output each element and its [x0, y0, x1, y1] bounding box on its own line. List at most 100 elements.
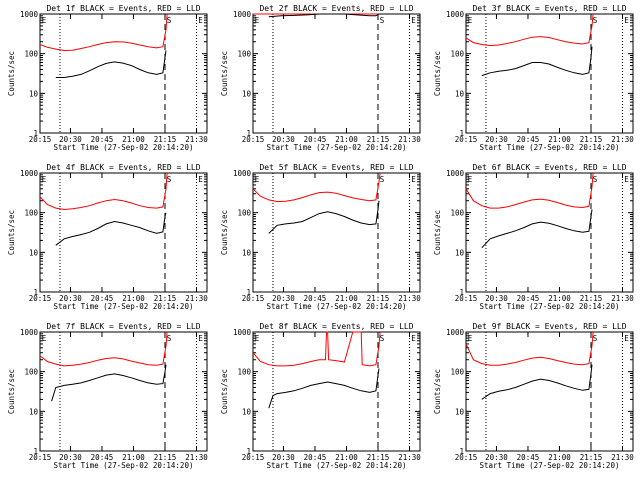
x-axis-label: Start Time (27-Sep-02 20:14:20) [54, 302, 194, 311]
plot-frame [39, 172, 208, 293]
panel-8: Det 8f BLACK = Events, RED = LLD 1 10 100 10… [220, 322, 421, 470]
x-tick-label: 21:30 [611, 294, 634, 303]
x-tick-label: 21:15 [580, 135, 603, 144]
x-tick-label: 21:15 [154, 135, 177, 144]
x-tick-label: 21:30 [611, 135, 634, 144]
x-tick-label: 20:30 [59, 294, 82, 303]
lld-series-line [465, 331, 594, 366]
plot-frame [39, 13, 208, 134]
marker-label: E [198, 334, 203, 343]
x-axis-label: Start Time (27-Sep-02 20:14:20) [54, 143, 194, 152]
panel-title: Det 1f BLACK = Events, RED = LLD [46, 4, 200, 13]
y-tick-label: 1000 [446, 328, 465, 337]
y-axis-label: Counts/sec [220, 210, 229, 255]
x-tick-label: 21:00 [122, 135, 145, 144]
x-tick-label: 20:45 [91, 294, 114, 303]
y-tick-label: 1 [246, 129, 251, 138]
panel-4: Det 4f BLACK = Events, RED = LLD 1 10 100 10… [7, 163, 208, 311]
plot-frame [465, 172, 634, 293]
y-tick-label: 1000 [20, 328, 39, 337]
panel-3: Det 3f BLACK = Events, RED = LLD 1 10 100 10… [433, 4, 634, 152]
x-tick-label: 20:30 [59, 135, 82, 144]
marker-label: E [468, 334, 473, 343]
lld-series-line [252, 172, 381, 203]
y-axis-label: Counts/sec [433, 51, 442, 96]
y-tick-label: 100 [450, 368, 464, 377]
marker-label: E [42, 175, 47, 184]
panel-2: Det 2f BLACK = Events, RED = LLD 1 10 100 10… [220, 4, 421, 152]
y-tick-label: 10 [242, 407, 252, 416]
x-tick-label: 20:15 [242, 453, 265, 462]
x-tick-label: 20:15 [29, 135, 52, 144]
y-tick-label: 10 [455, 89, 465, 98]
y-tick-label: 1 [459, 129, 464, 138]
plot-frame [252, 13, 421, 134]
panel-5: Det 5f BLACK = Events, RED = LLD 1 10 100 10… [220, 163, 421, 311]
x-axis-label: Start Time (27-Sep-02 20:14:20) [267, 461, 407, 470]
x-tick-label: 20:15 [242, 135, 265, 144]
y-tick-label: 1 [459, 447, 464, 456]
x-tick-label: 20:15 [29, 294, 52, 303]
lld-series-line [465, 172, 594, 209]
y-tick-label: 100 [450, 209, 464, 218]
y-tick-label: 1 [246, 288, 251, 297]
marker-label: S [167, 16, 172, 25]
panel-9: Det 9f BLACK = Events, RED = LLD 1 10 100 10… [433, 322, 634, 470]
x-tick-label: 20:15 [455, 453, 478, 462]
x-tick-label: 20:30 [272, 294, 295, 303]
y-tick-label: 100 [450, 50, 464, 59]
x-tick-label: 20:45 [91, 453, 114, 462]
marker-label: E [468, 175, 473, 184]
marker-label: S [167, 175, 172, 184]
marker-label: E [624, 334, 629, 343]
marker-label: E [255, 334, 260, 343]
plot-frame [39, 331, 208, 452]
panel-title: Det 3f BLACK = Events, RED = LLD [472, 4, 626, 13]
panel-6: Det 6f BLACK = Events, RED = LLD 1 10 100 10… [433, 163, 634, 311]
marker-label: E [411, 175, 416, 184]
y-tick-label: 10 [29, 248, 39, 257]
events-series-line [55, 50, 167, 78]
plot-frame [252, 172, 421, 293]
events-series-line [51, 364, 167, 402]
lld-series-line [39, 331, 168, 367]
x-tick-label: 21:30 [611, 453, 634, 462]
marker-label: S [380, 16, 385, 25]
marker-label: E [42, 16, 47, 25]
marker-label: E [198, 16, 203, 25]
panel-title: Det 7f BLACK = Events, RED = LLD [46, 322, 200, 331]
y-axis-label: Counts/sec [7, 369, 16, 414]
x-tick-label: 21:30 [185, 294, 208, 303]
x-tick-label: 20:30 [59, 453, 82, 462]
x-axis-label: Start Time (27-Sep-02 20:14:20) [267, 302, 407, 311]
x-tick-label: 21:30 [398, 135, 421, 144]
lld-series-line [465, 13, 594, 47]
marker-label: S [593, 334, 598, 343]
marker-label: E [198, 175, 203, 184]
events-series-line [481, 209, 593, 249]
y-tick-label: 10 [29, 89, 39, 98]
x-tick-label: 21:30 [185, 135, 208, 144]
y-tick-label: 1 [33, 447, 38, 456]
x-tick-label: 21:00 [335, 453, 358, 462]
x-tick-label: 21:15 [367, 135, 390, 144]
plot-frame [465, 13, 634, 134]
panel-title: Det 8f BLACK = Events, RED = LLD [259, 322, 413, 331]
marker-label: S [593, 16, 598, 25]
y-tick-label: 1000 [446, 169, 465, 178]
x-tick-label: 20:30 [272, 135, 295, 144]
y-tick-label: 100 [237, 368, 251, 377]
x-tick-label: 21:00 [122, 453, 145, 462]
y-axis-label: Counts/sec [7, 210, 16, 255]
y-tick-label: 1000 [20, 10, 39, 19]
x-tick-label: 20:15 [455, 135, 478, 144]
lld-series-line [39, 172, 168, 211]
lld-series-line [39, 13, 168, 52]
y-axis-label: Counts/sec [220, 369, 229, 414]
y-tick-label: 100 [24, 50, 38, 59]
panel-title: Det 9f BLACK = Events, RED = LLD [472, 322, 626, 331]
y-tick-label: 10 [455, 407, 465, 416]
y-tick-label: 1 [246, 447, 251, 456]
events-series-line [268, 368, 380, 409]
